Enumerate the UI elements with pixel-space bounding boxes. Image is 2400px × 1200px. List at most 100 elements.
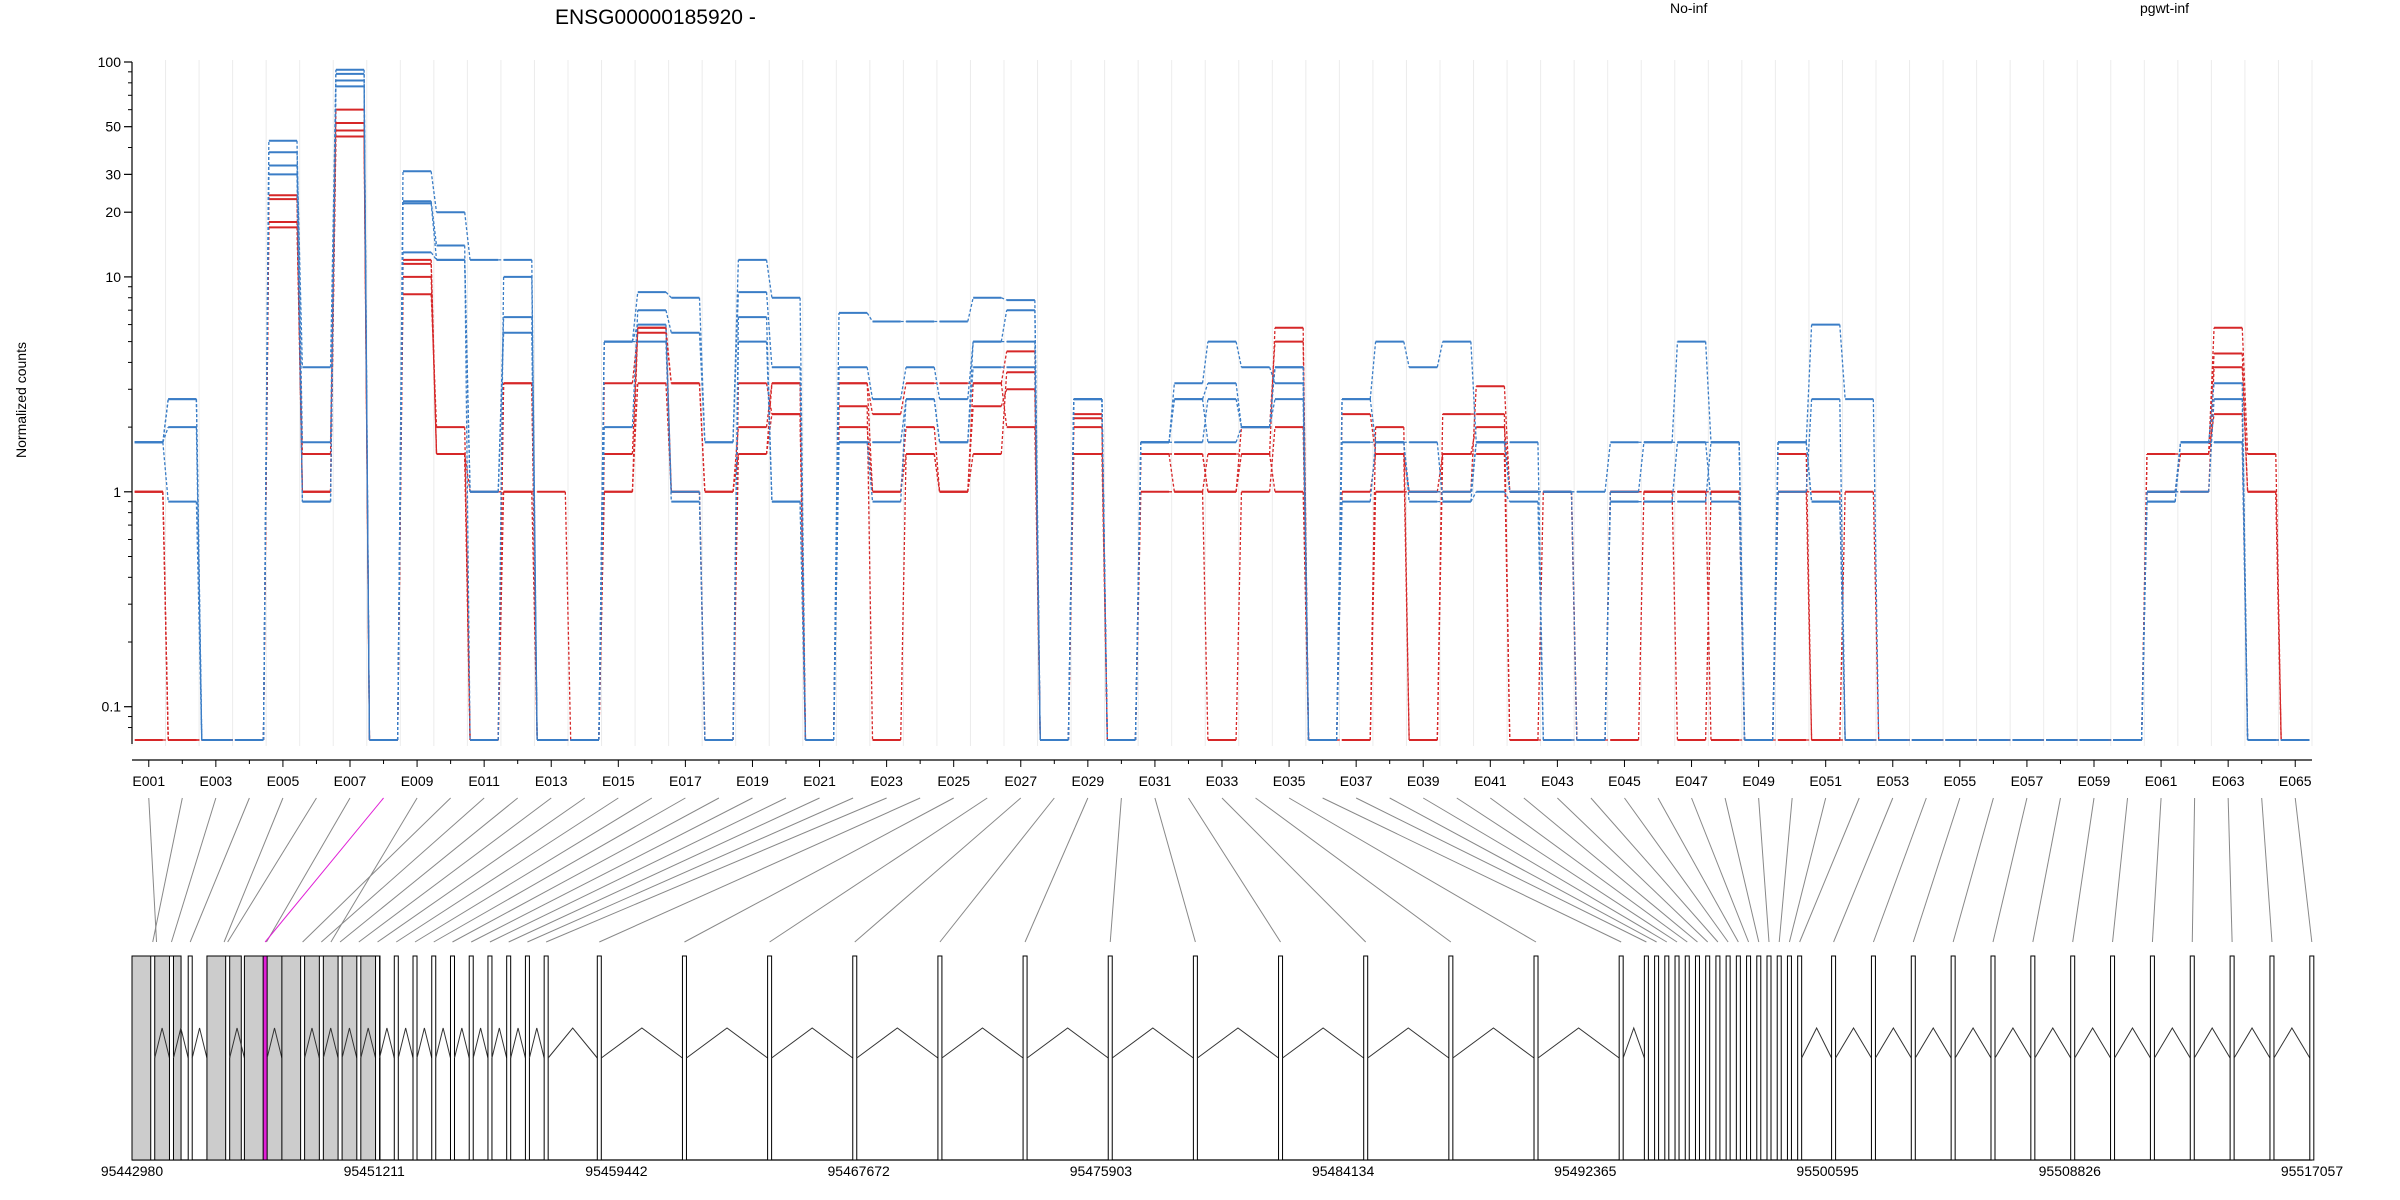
exon-connector	[433, 797, 686, 943]
exon-connector	[227, 797, 317, 943]
exon-block-E015	[393, 955, 399, 1161]
exon-block-E005	[206, 955, 242, 1161]
exon-block-E044	[1715, 955, 1721, 1161]
exon-connector	[1490, 797, 1688, 943]
intron-line	[1914, 1027, 1952, 1059]
exon-block-E054	[1870, 955, 1876, 1161]
y-tick-label: 30	[105, 166, 121, 182]
intron-line	[1994, 1027, 2032, 1059]
exon-block-E023	[543, 955, 549, 1161]
exon-block-E024	[596, 955, 602, 1161]
exon-connector	[2112, 797, 2129, 943]
exon-connector	[189, 797, 250, 943]
x-tick-label: E059	[2078, 773, 2111, 789]
x-tick-label: E021	[803, 773, 836, 789]
intron-line	[416, 1027, 433, 1059]
intron-line	[2193, 1027, 2231, 1059]
intron-line	[1452, 1027, 1535, 1059]
exon-connector	[2261, 797, 2273, 943]
intron-line	[229, 1027, 245, 1059]
exon-connector	[1758, 797, 1770, 943]
exon-block-E062	[2189, 955, 2195, 1161]
intron-line	[2273, 1027, 2311, 1059]
intron-line	[322, 1027, 339, 1059]
exon-block-E049	[1766, 955, 1772, 1161]
exon-connector	[2151, 797, 2162, 943]
exon-block-E041	[1684, 955, 1690, 1161]
exon-connector	[1523, 797, 1698, 943]
exon-block-E010	[300, 955, 306, 1161]
x-tick-label: E051	[1809, 773, 1842, 789]
exon-connector	[1024, 797, 1089, 943]
exon-connector	[1109, 797, 1122, 943]
exon-connector	[1952, 797, 1994, 943]
exon-connector	[452, 797, 720, 943]
exon-block-E064	[2269, 955, 2275, 1161]
x-tick-label: E053	[1876, 773, 1909, 789]
exon-connector	[1912, 797, 1961, 943]
exon-block-E022	[524, 955, 530, 1161]
intron-line	[453, 1027, 470, 1059]
exon-connector	[1799, 797, 1860, 943]
intron-line	[1282, 1027, 1364, 1059]
intron-line	[856, 1027, 939, 1059]
series-connector	[162, 136, 2282, 741]
intron-line	[360, 1027, 377, 1059]
series-pgwt-inf-4	[134, 68, 2310, 741]
exon-connector	[302, 797, 451, 943]
x-tick-label: E015	[602, 773, 635, 789]
exon-connector	[1154, 797, 1196, 943]
genomic-position-label: 95508826	[2039, 1163, 2102, 1179]
exon-block-E012	[337, 955, 343, 1161]
vertical-gridlines	[131, 60, 2313, 746]
x-tick-label: E009	[401, 773, 434, 789]
exon-connector	[358, 797, 552, 943]
genomic-position-label: 95459442	[585, 1163, 648, 1179]
exon-block-E047	[1746, 955, 1752, 1161]
exon-block-E036	[1618, 955, 1624, 1161]
intron-line	[1367, 1027, 1450, 1059]
series-no-inf-0	[134, 122, 2310, 741]
intron-line	[2233, 1027, 2271, 1059]
intron-line	[172, 1027, 189, 1059]
genomic-position-label: 95451211	[344, 1163, 405, 1179]
exon-block-E037	[1643, 955, 1649, 1161]
exon-block-E019	[468, 955, 474, 1161]
exon-block-E013	[356, 955, 362, 1161]
exon-block-E057	[1990, 955, 1996, 1161]
x-tick-label: E045	[1608, 773, 1641, 789]
x-tick-label: E007	[334, 773, 367, 789]
exon-connector-lines	[148, 797, 2313, 943]
intron-line	[1026, 1027, 1109, 1059]
exon-connector	[1288, 797, 1537, 943]
series-layer	[134, 68, 2310, 741]
y-axis-label: Normalized counts	[13, 342, 29, 458]
exon-block-E056	[1950, 955, 1956, 1161]
genomic-position-label: 95492365	[1554, 1163, 1617, 1179]
exon-block-E052	[1797, 955, 1803, 1161]
intron-line	[528, 1027, 545, 1059]
exon-block-E018	[449, 955, 455, 1161]
intron-line	[491, 1027, 508, 1059]
intron-line	[771, 1027, 854, 1059]
exon-block-E030	[1107, 955, 1113, 1161]
exon-block-E042	[1694, 955, 1700, 1161]
exon-connector	[1221, 797, 1367, 943]
genomic-position-label: 95517057	[2281, 1163, 2344, 1179]
intron-line	[1197, 1027, 1279, 1059]
exon-block-E065	[2309, 955, 2315, 1161]
x-tick-label: E001	[132, 773, 165, 789]
exon-connector	[264, 797, 384, 943]
exon-connector	[266, 797, 351, 943]
series-connector	[162, 69, 2282, 741]
exon-connector	[1255, 797, 1452, 943]
exon-connector	[1422, 797, 1668, 943]
x-tick-label: E055	[1943, 773, 1976, 789]
x-axis: E001 E003 E005 E007 E009 E011 E013 E015 E017 E019…	[132, 759, 2312, 789]
exon-block-E053	[1831, 955, 1837, 1161]
exon-connector	[2294, 797, 2313, 943]
x-tick-label: E043	[1541, 773, 1574, 789]
exon-connector	[1992, 797, 2028, 943]
exon-block-E051	[1786, 955, 1792, 1161]
exon-block-E003	[168, 955, 174, 1161]
